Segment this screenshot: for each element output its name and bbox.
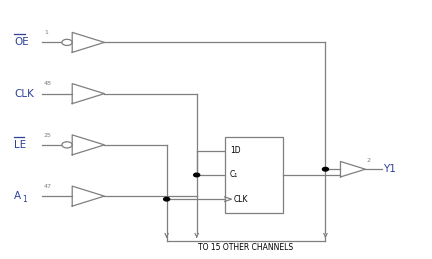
Text: 1: 1 bbox=[22, 195, 27, 204]
Text: 1D: 1D bbox=[230, 146, 240, 155]
Text: 2: 2 bbox=[367, 157, 371, 163]
Circle shape bbox=[164, 197, 170, 201]
Text: A: A bbox=[14, 191, 22, 201]
Text: CLK: CLK bbox=[14, 89, 34, 99]
Circle shape bbox=[194, 173, 200, 177]
Text: 1: 1 bbox=[44, 30, 48, 35]
Text: 47: 47 bbox=[44, 184, 52, 189]
Text: C₁: C₁ bbox=[230, 170, 238, 179]
Text: OE: OE bbox=[14, 37, 29, 47]
Text: CLK: CLK bbox=[233, 195, 248, 204]
Text: 25: 25 bbox=[44, 133, 52, 138]
Circle shape bbox=[322, 167, 328, 171]
FancyBboxPatch shape bbox=[225, 137, 283, 213]
Text: 48: 48 bbox=[44, 81, 52, 87]
Text: TO 15 OTHER CHANNELS: TO 15 OTHER CHANNELS bbox=[198, 243, 294, 252]
Text: LE: LE bbox=[14, 140, 26, 150]
Text: Y1: Y1 bbox=[383, 164, 396, 174]
